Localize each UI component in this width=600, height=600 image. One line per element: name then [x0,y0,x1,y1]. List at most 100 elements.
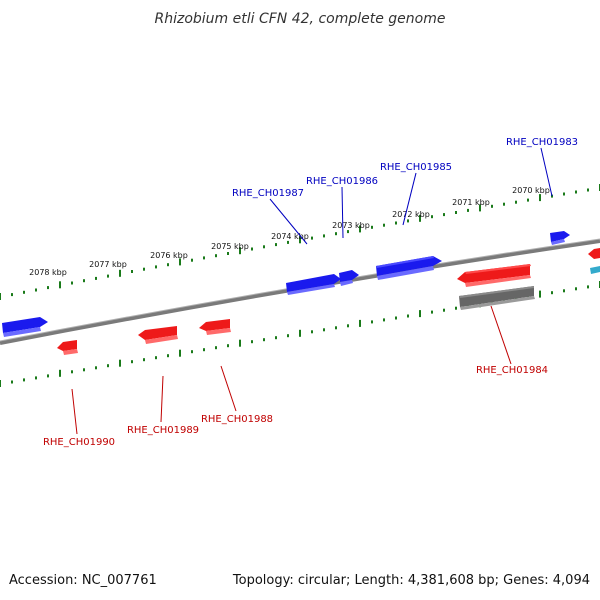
upper-scale-tick [359,225,361,233]
upper-scale-tick [551,194,553,198]
upper-scale-tick [299,236,301,244]
scale-labels: 2078 kbp 2077 kbp 2076 kbp 2075 kbp 2074… [29,186,550,277]
upper-scale-tick [275,243,277,247]
upper-scale-tick [323,234,325,238]
upper-scale-tick [251,247,253,251]
upper-scale-tick [131,270,133,273]
upper-scale-tick [287,240,289,244]
gene-label-rhe-ch01983[interactable]: RHE_CH01983 [506,137,578,148]
upper-scale-tick [59,281,61,289]
lower-scale-tick [287,334,289,338]
gene-label-rhe-ch01990[interactable]: RHE_CH01990 [43,437,115,448]
feature-grey-block[interactable] [459,286,535,310]
scale-label-2071: 2071 kbp [452,198,490,207]
upper-scale-tick [503,202,505,206]
upper-scale-tick [527,198,529,202]
upper-scale-tick [179,258,181,266]
gene-label-rhe-ch01988[interactable]: RHE_CH01988 [201,414,273,425]
upper-scale-tick [47,286,49,290]
upper-scale-tick [107,274,109,278]
lower-scale-tick [551,291,553,295]
reverse-genes [57,248,600,355]
label-leaders [71,147,553,435]
upper-scale-tick [23,290,25,294]
upper-scale-tick [95,276,97,280]
gene-rhe-ch01986[interactable] [339,270,359,286]
lower-scale-tick [575,287,577,291]
lower-scale-tick [0,380,1,387]
upper-scale-tick [83,279,85,283]
upper-scale-tick [335,232,337,236]
scale-label-2070: 2070 kbp [512,186,550,195]
lower-scale-tick [251,340,253,344]
upper-scale-tick [347,230,349,234]
lower-scale-tick [143,358,145,362]
upper-scale-tick [539,194,541,202]
scale-label-2075: 2075 kbp [211,242,249,251]
lower-scale-tick [131,360,133,364]
lower-scale-tick [47,374,49,378]
lower-scale-tick [59,369,61,377]
upper-scale-tick [35,288,37,292]
lower-scale-tick [455,306,457,310]
lower-scale-tick [371,320,373,324]
lower-scale-tick [419,310,421,318]
upper-scale-tick [191,258,193,262]
lower-scale-tick [383,318,385,322]
lower-scale-tick [11,380,13,384]
map-title: Rhizobium etli CFN 42, complete genome [155,11,446,27]
lower-scale-tick [359,319,361,327]
gene-label-rhe-ch01989[interactable]: RHE_CH01989 [127,425,199,436]
gene-label-rhe-ch01987[interactable]: RHE_CH01987 [232,188,304,199]
upper-scale-tick [587,188,589,192]
lower-scale-tick [179,349,181,357]
lower-scale-tick [215,346,217,350]
upper-scale-tick [479,204,481,212]
lower-scale-tick [119,359,121,367]
lower-scale-tick [23,378,25,382]
gene-rhe-ch01990[interactable] [57,340,78,355]
gene-rhe-ch01987[interactable] [286,274,341,295]
lower-scale-tick [239,339,241,347]
other-features [459,266,600,310]
gene-rhe-ch01985[interactable] [376,256,442,280]
lower-scale-tick [299,329,301,337]
lower-scale-tick [587,285,589,289]
upper-scale-tick [491,204,493,208]
upper-scale-tick [395,221,397,225]
upper-scale-tick [71,281,73,285]
lower-scale-tick [83,368,85,372]
gene-rhe-ch01988[interactable] [199,319,231,335]
scale-label-2072: 2072 kbp [392,210,430,219]
gene-label-rhe-ch01986[interactable]: RHE_CH01986 [306,176,378,187]
upper-scale-tick [431,215,433,219]
lower-scale-tick [35,376,37,380]
lower-scale-tick [431,310,433,314]
gene-rhe-ch01983[interactable] [550,231,570,245]
upper-scale-tick [119,269,121,277]
upper-scale-tick [515,200,517,204]
gene-right-reverse[interactable] [588,248,600,259]
forward-genes [2,231,570,337]
upper-scale-tick [239,247,241,255]
upper-scale-tick [371,225,373,229]
upper-scale-tick [455,211,457,214]
lower-scale-tick [95,366,97,370]
lower-scale-tick [191,350,193,354]
lower-scale-tick [167,354,169,358]
lower-scale-tick [203,348,205,352]
gene-label-rhe-ch01985[interactable]: RHE_CH01985 [380,162,452,173]
lower-scale-tick [263,338,265,342]
upper-scale-tick [419,214,421,222]
gene-left-forward[interactable] [2,317,48,337]
upper-scale-tick [11,293,13,297]
feature-cyan-block[interactable] [590,266,600,274]
scale-label-2074: 2074 kbp [271,232,309,241]
gene-label-rhe-ch01984[interactable]: RHE_CH01984 [476,365,548,376]
gene-rhe-ch01989[interactable] [138,326,178,344]
gene-rhe-ch01984[interactable] [457,264,531,287]
lower-scale-tick [563,289,565,293]
genome-summary-text: Topology: circular; Length: 4,381,608 bp… [232,573,590,588]
